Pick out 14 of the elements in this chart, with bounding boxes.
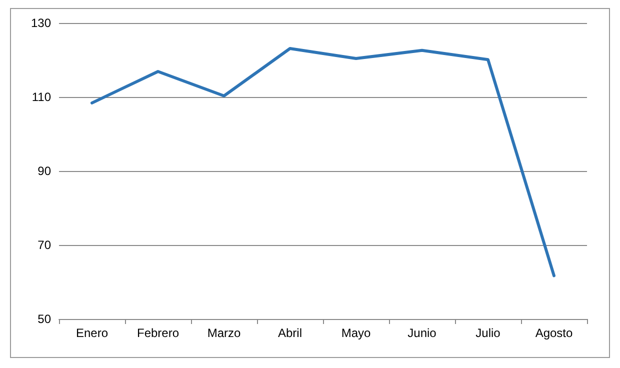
y-tick-label: 70 — [38, 238, 52, 252]
x-tick-label: Mayo — [341, 326, 371, 340]
y-tick-label: 110 — [32, 90, 52, 104]
x-tick-label: Abril — [278, 326, 302, 340]
y-tick-label: 90 — [38, 164, 52, 178]
x-tick-label: Agosto — [535, 326, 574, 340]
y-tick-label: 50 — [38, 312, 52, 326]
x-tick-label: Marzo — [207, 326, 241, 340]
y-tick-label: 130 — [30, 16, 52, 30]
line-series — [90, 47, 556, 278]
x-tick-label: Junio — [408, 326, 437, 340]
x-tick-label: Enero — [76, 326, 108, 340]
x-tick-label: Julio — [476, 326, 501, 340]
x-tick-label: Febrero — [136, 326, 180, 340]
